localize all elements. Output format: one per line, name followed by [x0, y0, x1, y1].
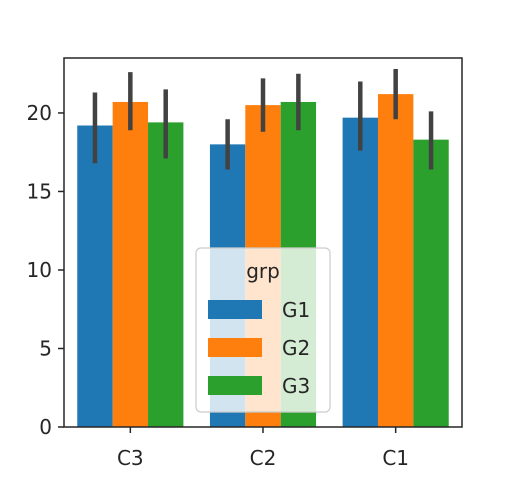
legend-swatch-g3	[208, 376, 262, 395]
legend-title: grp	[246, 259, 280, 283]
bar-g1-c3	[77, 125, 113, 427]
x-tick-label: C1	[382, 446, 409, 470]
bar-g2-c3	[112, 101, 149, 428]
bar-g1-c1	[342, 117, 378, 427]
y-tick-label: 10	[27, 258, 52, 282]
y-tick-label: 15	[27, 179, 52, 203]
legend-swatch-g2	[208, 338, 262, 357]
bar-g2-c1	[377, 94, 414, 427]
error-bars-layer	[92, 68, 434, 170]
legend-label-g1: G1	[282, 298, 310, 322]
axes-layer: C3 C2 C1 0 5 10 15 20	[27, 57, 463, 470]
legend-label-g3: G3	[282, 374, 310, 398]
x-tick-label: C3	[117, 446, 144, 470]
y-tick-label: 5	[39, 336, 52, 360]
bar-g3-c1	[413, 139, 449, 427]
legend-label-g2: G2	[282, 336, 310, 360]
plot-frame	[63, 57, 463, 428]
legend-swatch-g1	[208, 300, 262, 319]
y-tick-label: 0	[39, 415, 52, 439]
x-tick-label: C2	[250, 446, 277, 470]
y-tick-label: 20	[27, 101, 52, 125]
legend-frame	[195, 247, 331, 413]
bar-g3-c3	[148, 122, 184, 427]
